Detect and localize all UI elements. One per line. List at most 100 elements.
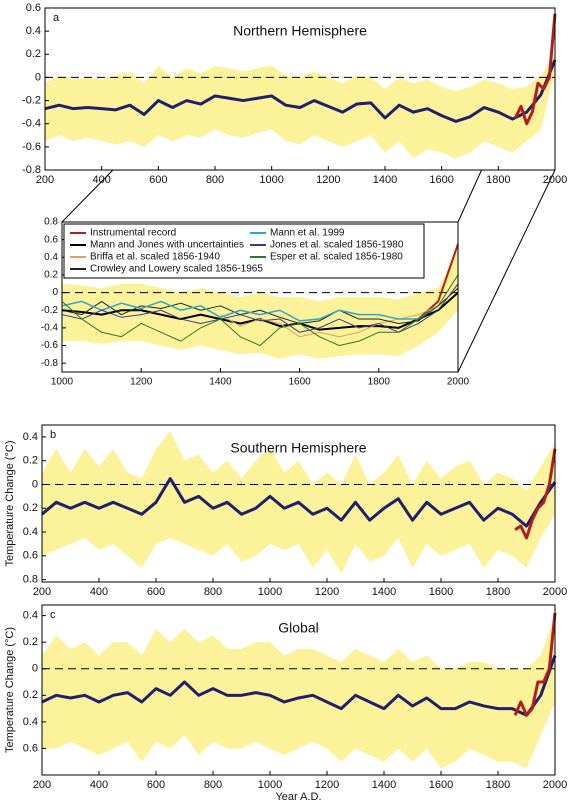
plot-frame bbox=[44, 7, 556, 171]
x-tick-label: 1400 bbox=[372, 779, 396, 791]
y-tick-label: 0.2 bbox=[23, 455, 38, 467]
panel: 0.8 0.6 0.4 0.2 0 -0.2 -0.4 -0.6 -0.8 1000 1200 140… bbox=[41, 217, 470, 388]
x-tick-label: 600 bbox=[147, 586, 165, 598]
x-tick-label: 800 bbox=[204, 586, 222, 598]
y-tick-label: 0.4 bbox=[44, 252, 58, 263]
x-tick-label: 1000 bbox=[258, 586, 282, 598]
x-tick-label: 1400 bbox=[373, 174, 397, 186]
x-tick-label: 1400 bbox=[372, 586, 396, 598]
x-tick-label: 1600 bbox=[429, 586, 453, 598]
legend-label: Jones et al. scaled 1856-1980 bbox=[270, 240, 404, 251]
legend-label: Crowley and Lowery scaled 1856-1965 bbox=[90, 264, 263, 275]
y-tick-label: 0.4 bbox=[23, 610, 38, 622]
legend-label: Instrumental record bbox=[90, 228, 176, 239]
y-tick-label: 0.2 bbox=[26, 48, 41, 60]
x-tick-label: 1200 bbox=[315, 779, 339, 791]
y-tick-label: 0.6 bbox=[26, 2, 41, 14]
y-tick-label: -0.6 bbox=[41, 340, 59, 351]
panel-title: Southern Hemisphere bbox=[230, 440, 366, 456]
y-tick-label: -0.8 bbox=[22, 164, 41, 176]
x-tick-label: 800 bbox=[204, 779, 222, 791]
y-tick-label: -0.2 bbox=[41, 305, 59, 316]
x-tick-label: 1000 bbox=[259, 174, 283, 186]
y-tick-label: 0.4 bbox=[23, 716, 38, 728]
series-line bbox=[61, 287, 459, 324]
y-axis-label: Temperature Change (°C) bbox=[4, 627, 16, 753]
panel-label: c bbox=[50, 609, 56, 621]
y-tick-label: 0.6 bbox=[23, 742, 38, 754]
x-tick-label: 1600 bbox=[429, 779, 453, 791]
x-tick-label: 2000 bbox=[543, 586, 567, 598]
x-axis-label: Year A.D. bbox=[275, 791, 321, 800]
panel-label: b bbox=[50, 429, 56, 441]
legend-label: Mann et al. 1999 bbox=[270, 228, 345, 239]
x-tick-label: 1200 bbox=[315, 586, 339, 598]
y-tick-label: 0 bbox=[35, 71, 41, 83]
x-tick-label: 600 bbox=[149, 174, 167, 186]
y-tick-label: 0.2 bbox=[23, 636, 38, 648]
series-line bbox=[41, 477, 557, 528]
x-tick-label: 200 bbox=[36, 174, 54, 186]
y-tick-label: 0.4 bbox=[23, 526, 38, 538]
y-tick-label: 0 bbox=[52, 287, 58, 298]
x-tick-label: 1000 bbox=[51, 377, 74, 388]
legend-label: Mann and Jones with uncertainties bbox=[90, 240, 244, 251]
uncertainty-band bbox=[62, 248, 458, 359]
legend-label: Briffa et al. scaled 1856-1940 bbox=[90, 252, 220, 263]
y-tick-label: 0.8 bbox=[23, 574, 38, 586]
series-line bbox=[513, 13, 557, 126]
x-tick-label: 400 bbox=[92, 174, 110, 186]
panel-title: Global bbox=[278, 620, 318, 636]
x-tick-label: 2000 bbox=[447, 377, 470, 388]
panel: 0.4 0.2 0 0.2 0.4 0.6 200 400 600 800 1000 1200 1400… bbox=[4, 604, 567, 800]
y-tick-label: 0.6 bbox=[44, 234, 58, 245]
y-tick-label: -0.2 bbox=[22, 94, 41, 106]
x-tick-label: 2000 bbox=[543, 174, 567, 186]
x-tick-label: 600 bbox=[147, 779, 165, 791]
x-tick-label: 800 bbox=[206, 174, 224, 186]
legend-label: Esper et al. scaled 1856-1980 bbox=[270, 252, 403, 263]
x-tick-label: 400 bbox=[90, 779, 108, 791]
y-tick-label: 0.2 bbox=[23, 502, 38, 514]
x-tick-label: 1600 bbox=[429, 174, 453, 186]
series-line bbox=[61, 300, 439, 322]
series-line bbox=[513, 612, 557, 717]
y-tick-label: -0.4 bbox=[41, 323, 59, 334]
x-tick-label: 1800 bbox=[368, 377, 391, 388]
x-tick-label: 1000 bbox=[258, 779, 282, 791]
x-tick-label: 1400 bbox=[209, 377, 232, 388]
y-tick-label: 0.4 bbox=[26, 25, 41, 37]
series-line bbox=[61, 283, 459, 333]
zoom-connector bbox=[457, 169, 556, 373]
series-line bbox=[44, 59, 557, 123]
x-tick-label: 2000 bbox=[543, 779, 567, 791]
x-tick-label: 1200 bbox=[130, 377, 153, 388]
x-tick-label: 1800 bbox=[486, 174, 510, 186]
panel-title: Northern Hemisphere bbox=[233, 23, 367, 39]
y-tick-label: 0 bbox=[32, 478, 38, 490]
x-tick-label: 1800 bbox=[486, 779, 510, 791]
series-line bbox=[514, 448, 557, 540]
y-axis-label: Temperature Change (°C) bbox=[4, 440, 16, 566]
legend-box bbox=[63, 223, 425, 279]
y-tick-label: 0.2 bbox=[23, 689, 38, 701]
y-tick-label: 0.4 bbox=[23, 431, 38, 443]
y-tick-label: 0.2 bbox=[44, 270, 58, 281]
uncertainty-band bbox=[42, 615, 555, 769]
series-line bbox=[41, 654, 557, 717]
y-tick-label: -0.8 bbox=[41, 358, 59, 369]
series-line bbox=[61, 274, 459, 347]
y-tick-label: 0 bbox=[32, 663, 38, 675]
x-tick-label: 400 bbox=[90, 586, 108, 598]
plot-frame bbox=[61, 221, 459, 373]
y-tick-label: 0.6 bbox=[23, 550, 38, 562]
x-tick-label: 200 bbox=[33, 779, 51, 791]
x-tick-label: 1800 bbox=[486, 586, 510, 598]
y-tick-label: -0.6 bbox=[22, 141, 41, 153]
plot-frame bbox=[41, 424, 556, 583]
x-tick-label: 1200 bbox=[316, 174, 340, 186]
x-tick-label: 200 bbox=[33, 586, 51, 598]
y-tick-label: 0.8 bbox=[44, 217, 58, 228]
